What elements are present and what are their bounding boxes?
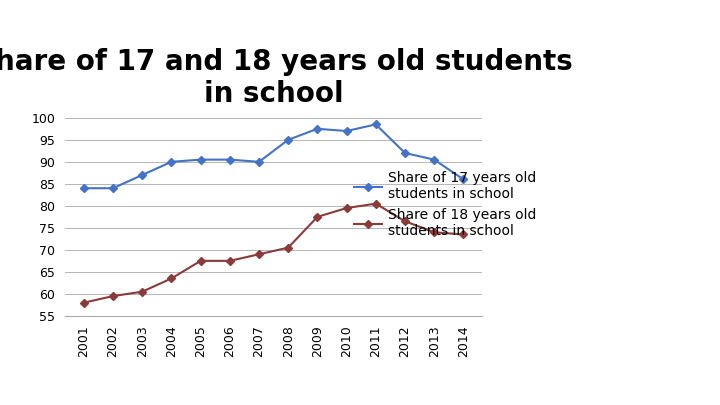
Share of 18 years old
students in school <box>430 230 438 234</box>
Line: Share of 18 years old
students in school: Share of 18 years old students in school <box>81 201 466 305</box>
Legend: Share of 17 years old
students in school, Share of 18 years old
students in scho: Share of 17 years old students in school… <box>348 165 541 244</box>
Share of 17 years old
students in school <box>197 157 205 162</box>
Share of 17 years old
students in school <box>109 186 117 191</box>
Share of 18 years old
students in school <box>401 219 410 224</box>
Share of 18 years old
students in school <box>167 276 176 281</box>
Share of 17 years old
students in school <box>284 137 292 142</box>
Share of 18 years old
students in school <box>138 289 146 294</box>
Share of 18 years old
students in school <box>342 206 351 211</box>
Share of 17 years old
students in school <box>342 128 351 133</box>
Share of 18 years old
students in school <box>79 300 88 305</box>
Share of 18 years old
students in school <box>197 258 205 263</box>
Share of 17 years old
students in school <box>313 126 322 131</box>
Share of 17 years old
students in school <box>255 160 264 164</box>
Share of 17 years old
students in school <box>401 151 410 156</box>
Share of 17 years old
students in school <box>430 157 438 162</box>
Share of 18 years old
students in school <box>225 258 234 263</box>
Line: Share of 17 years old
students in school: Share of 17 years old students in school <box>81 122 466 191</box>
Share of 17 years old
students in school <box>459 177 468 182</box>
Share of 18 years old
students in school <box>109 294 117 298</box>
Share of 17 years old
students in school <box>79 186 88 191</box>
Share of 18 years old
students in school <box>459 232 468 237</box>
Share of 17 years old
students in school <box>138 173 146 177</box>
Share of 18 years old
students in school <box>313 214 322 219</box>
Share of 17 years old
students in school <box>372 122 380 127</box>
Share of 17 years old
students in school <box>225 157 234 162</box>
Share of 18 years old
students in school <box>255 252 264 257</box>
Title: Share of 17 and 18 years old students
in school: Share of 17 and 18 years old students in… <box>0 48 572 108</box>
Share of 18 years old
students in school <box>284 245 292 250</box>
Share of 17 years old
students in school <box>167 160 176 164</box>
Share of 18 years old
students in school <box>372 201 380 206</box>
